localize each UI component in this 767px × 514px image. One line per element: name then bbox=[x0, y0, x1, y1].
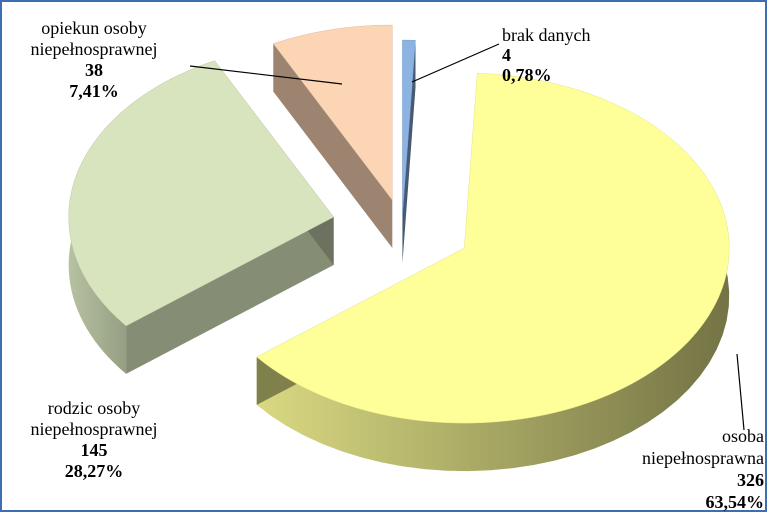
slice-label-2: niepełnosprawnej bbox=[31, 419, 158, 439]
slice-count-1: 326 bbox=[737, 470, 764, 490]
pie-slice-2 bbox=[68, 60, 335, 374]
pie-slice-0 bbox=[402, 39, 416, 264]
slice-percent-2: 28,27% bbox=[65, 461, 124, 481]
pie-slice-1 bbox=[256, 73, 730, 472]
pie-slice-3 bbox=[272, 24, 393, 249]
slice-label-3: niepełnosprawnej bbox=[31, 39, 158, 59]
slice-label-2: rodzic osoby bbox=[48, 398, 140, 418]
slice-percent-3: 7,41% bbox=[69, 81, 119, 101]
slices-layer bbox=[68, 24, 730, 472]
slice-percent-1: 63,54% bbox=[706, 492, 765, 512]
slice-top bbox=[68, 60, 335, 327]
slice-percent-0: 0,78% bbox=[502, 65, 552, 85]
slice-side bbox=[256, 73, 730, 472]
leader-lines bbox=[189, 43, 745, 431]
slice-count-0: 4 bbox=[502, 45, 511, 65]
leader-line-1 bbox=[736, 353, 745, 431]
leader-line-3 bbox=[189, 65, 343, 85]
leader-line-0 bbox=[411, 43, 500, 83]
slice-cut-face bbox=[273, 43, 393, 249]
slice-cut-face bbox=[126, 217, 334, 374]
slice-top bbox=[402, 39, 416, 216]
slice-count-3: 38 bbox=[85, 60, 103, 80]
slice-label-1: niepełnosprawna bbox=[642, 448, 764, 468]
slice-label-3: opiekun osoby bbox=[41, 18, 147, 38]
slice-label-0: brak danych bbox=[502, 25, 590, 45]
slice-cut-face bbox=[402, 40, 416, 264]
slice-top bbox=[256, 73, 730, 424]
slice-label-1: osoba bbox=[722, 426, 764, 446]
slice-count-2: 145 bbox=[81, 440, 108, 460]
slice-top bbox=[272, 24, 393, 201]
